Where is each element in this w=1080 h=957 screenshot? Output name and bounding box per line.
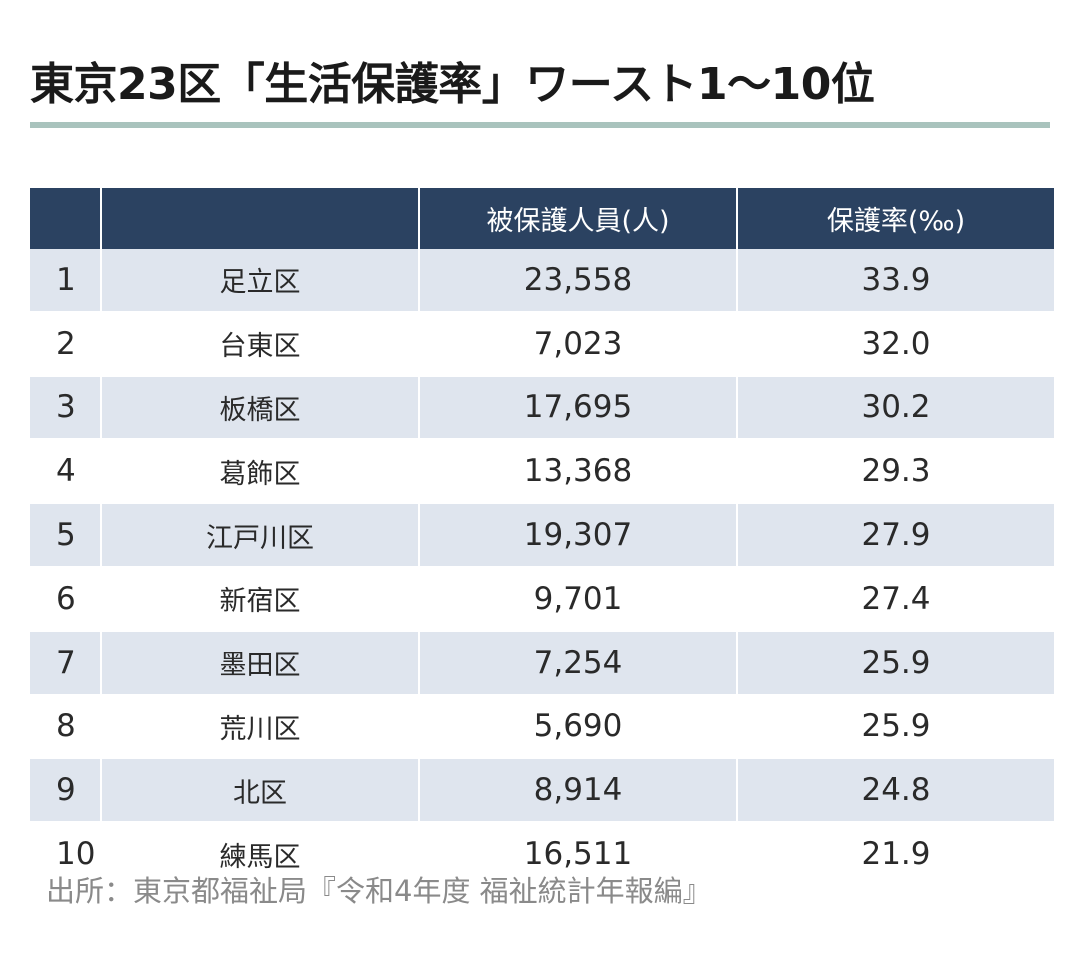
- table-row: 7 墨田区 7,254 25.9: [30, 631, 1054, 696]
- recipients-cell: 13,368: [420, 440, 736, 505]
- rank-cell: 8: [30, 695, 100, 760]
- header-rate: 保護率(‰): [738, 188, 1054, 249]
- rate-cell: 25.9: [738, 631, 1054, 696]
- table-row: 3 板橋区 17,695 30.2: [30, 376, 1054, 441]
- rank-cell: 7: [30, 631, 100, 696]
- header-recipients: 被保護人員(人): [420, 188, 736, 249]
- rate-cell: 30.2: [738, 376, 1054, 441]
- ward-cell: 板橋区: [102, 376, 418, 441]
- ranking-table: 被保護人員(人) 保護率(‰) 1 足立区 23,558 33.9 2 台東区 …: [28, 188, 1056, 887]
- table-header-row: 被保護人員(人) 保護率(‰): [30, 188, 1054, 249]
- recipients-cell: 17,695: [420, 376, 736, 441]
- rate-cell: 24.8: [738, 759, 1054, 824]
- ward-cell: 葛飾区: [102, 440, 418, 505]
- rank-cell: 10: [30, 823, 100, 887]
- table-row: 8 荒川区 5,690 25.9: [30, 695, 1054, 760]
- recipients-cell: 8,914: [420, 759, 736, 824]
- recipients-cell: 16,511: [420, 823, 736, 887]
- table-row: 1 足立区 23,558 33.9: [30, 249, 1054, 313]
- rank-cell: 9: [30, 759, 100, 824]
- ward-cell: 練馬区: [102, 823, 418, 887]
- header-ward: [102, 188, 418, 249]
- rank-cell: 5: [30, 504, 100, 568]
- recipients-cell: 5,690: [420, 695, 736, 760]
- table-row: 10 練馬区 16,511 21.9: [30, 823, 1054, 887]
- title-underline: [30, 122, 1050, 128]
- rank-cell: 3: [30, 376, 100, 441]
- ward-cell: 荒川区: [102, 695, 418, 760]
- ward-cell: 江戸川区: [102, 504, 418, 568]
- table-row: 4 葛飾区 13,368 29.3: [30, 440, 1054, 505]
- source-note: 出所：東京都福祉局『令和4年度 福祉統計年報編』: [46, 874, 712, 908]
- rate-cell: 29.3: [738, 440, 1054, 505]
- ward-cell: 足立区: [102, 249, 418, 313]
- ward-cell: 新宿区: [102, 567, 418, 632]
- header-rank: [30, 188, 100, 249]
- rate-cell: 27.4: [738, 567, 1054, 632]
- recipients-cell: 9,701: [420, 567, 736, 632]
- table-row: 9 北区 8,914 24.8: [30, 759, 1054, 824]
- recipients-cell: 7,254: [420, 631, 736, 696]
- ward-cell: 台東区: [102, 312, 418, 377]
- rate-cell: 33.9: [738, 249, 1054, 313]
- rate-cell: 21.9: [738, 823, 1054, 887]
- table-row: 6 新宿区 9,701 27.4: [30, 567, 1054, 632]
- rank-cell: 6: [30, 567, 100, 632]
- rate-cell: 27.9: [738, 504, 1054, 568]
- recipients-cell: 19,307: [420, 504, 736, 568]
- ward-cell: 北区: [102, 759, 418, 824]
- rate-cell: 32.0: [738, 312, 1054, 377]
- recipients-cell: 7,023: [420, 312, 736, 377]
- rank-cell: 4: [30, 440, 100, 505]
- ward-cell: 墨田区: [102, 631, 418, 696]
- page-title: 東京23区「生活保護率」ワースト1～10位: [30, 59, 875, 110]
- rate-cell: 25.9: [738, 695, 1054, 760]
- recipients-cell: 23,558: [420, 249, 736, 313]
- table-row: 2 台東区 7,023 32.0: [30, 312, 1054, 377]
- rank-cell: 2: [30, 312, 100, 377]
- rank-cell: 1: [30, 249, 100, 313]
- table-row: 5 江戸川区 19,307 27.9: [30, 504, 1054, 568]
